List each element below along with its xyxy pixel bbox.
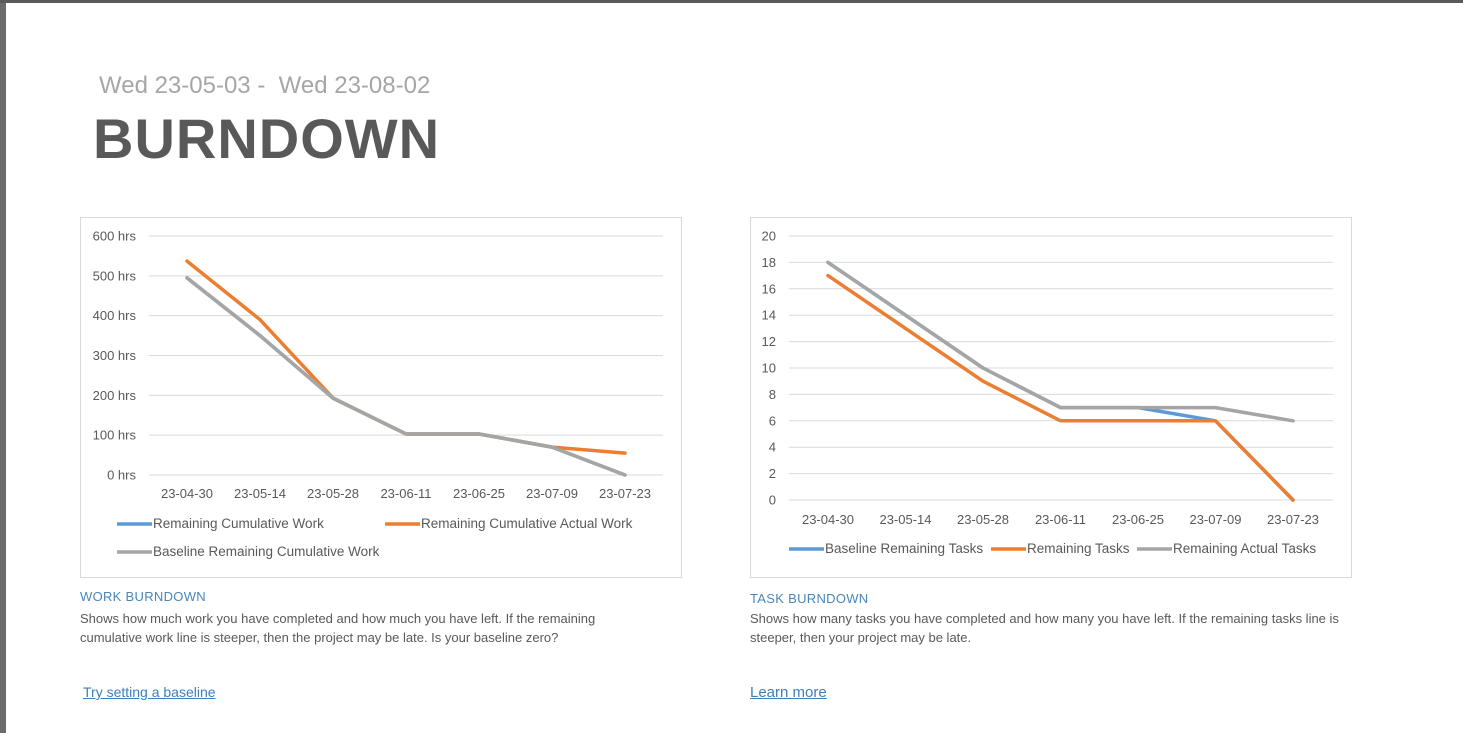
date-end: Wed 23-08-02 [278, 72, 431, 99]
x-tick-label: 23-05-14 [879, 512, 931, 527]
y-tick-label: 200 hrs [93, 388, 137, 403]
series-line-3 [185, 276, 627, 477]
y-tick-label: 300 hrs [93, 348, 137, 363]
y-tick-label: 18 [762, 255, 776, 270]
x-tick-label: 23-06-25 [453, 486, 505, 501]
series-line-2 [185, 259, 627, 455]
date-separator: - [250, 72, 272, 99]
task-burndown-chart: 0 2 4 6 8 10 12 14 16 18 20 23-04-30 23-05-14 23-05-2… [750, 217, 1352, 578]
y-tick-label: 100 hrs [93, 428, 137, 443]
legend-label: Baseline Remaining Cumulative Work [153, 544, 380, 559]
legend-label: Baseline Remaining Tasks [825, 541, 983, 556]
x-tick-label: 23-06-11 [380, 486, 431, 501]
x-tick-label: 23-04-30 [161, 486, 213, 501]
date-start: Wed 23-05-03 [99, 72, 251, 99]
x-tick-label: 23-07-09 [526, 486, 578, 501]
y-tick-label: 0 [769, 493, 776, 508]
series-line-1 [826, 260, 1295, 502]
y-tick-label: 4 [769, 440, 776, 455]
x-tick-label: 23-07-23 [599, 486, 651, 501]
y-tick-label: 10 [762, 361, 776, 376]
x-tick-label: 23-07-09 [1189, 512, 1241, 527]
series-line-3 [826, 260, 1295, 423]
learn-more-link[interactable]: Learn more [750, 684, 827, 701]
series-line-2 [826, 273, 1295, 502]
x-tick-label: 23-05-28 [307, 486, 359, 501]
task-burndown-svg: 0 2 4 6 8 10 12 14 16 18 20 23-04-30 23-05-14 23-05-2… [762, 229, 1333, 556]
y-tick-label: 12 [762, 334, 776, 349]
try-setting-baseline-link[interactable]: Try setting a baseline [83, 684, 216, 700]
y-tick-label: 500 hrs [93, 268, 137, 283]
legend-label: Remaining Cumulative Actual Work [421, 516, 633, 531]
legend-label: Remaining Actual Tasks [1173, 541, 1316, 556]
work-burndown-title: WORK BURNDOWN [80, 589, 206, 604]
x-tick-label: 23-06-25 [1112, 512, 1164, 527]
y-tick-label: 14 [762, 308, 776, 323]
legend-label: Remaining Tasks [1027, 541, 1130, 556]
y-tick-label: 2 [769, 466, 776, 481]
x-tick-label: 23-06-11 [1035, 512, 1086, 527]
y-tick-label: 8 [769, 387, 776, 402]
x-tick-label: 23-05-14 [234, 486, 286, 501]
y-tick-label: 20 [762, 229, 776, 244]
y-tick-label: 400 hrs [93, 308, 137, 323]
work-burndown-svg: 0 hrs 100 hrs 200 hrs 300 hrs 400 hrs 500 hrs… [93, 229, 663, 559]
task-burndown-description: Shows how many tasks you have completed … [750, 611, 1339, 645]
x-tick-label: 23-05-28 [957, 512, 1009, 527]
series-line-1 [185, 276, 627, 477]
date-range: Wed 23-05-03 - Wed 23-08-02 [99, 72, 430, 100]
y-tick-label: 6 [769, 413, 776, 428]
legend-label: Remaining Cumulative Work [153, 516, 324, 531]
window-top-edge [0, 0, 1463, 3]
x-tick-label: 23-07-23 [1267, 512, 1319, 527]
work-burndown-chart: 0 hrs 100 hrs 200 hrs 300 hrs 400 hrs 500 hrs… [80, 217, 682, 578]
window-left-edge [0, 0, 6, 733]
work-burndown-description: Shows how much work you have completed a… [80, 611, 596, 645]
y-tick-label: 600 hrs [93, 229, 137, 244]
y-tick-label: 0 hrs [107, 468, 136, 483]
page-title: BURNDOWN [93, 107, 441, 170]
y-tick-label: 16 [762, 281, 776, 296]
x-tick-label: 23-04-30 [802, 512, 854, 527]
task-burndown-title: TASK BURNDOWN [750, 591, 869, 606]
